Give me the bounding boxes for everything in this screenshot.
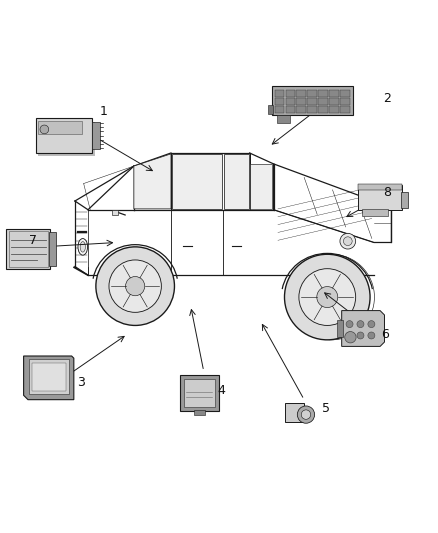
Circle shape [40,125,49,134]
Circle shape [297,406,314,423]
Bar [307,98,317,104]
Bar [35,118,92,153]
Bar [340,106,350,113]
Bar [329,98,339,104]
Bar [32,363,66,391]
Text: 2: 2 [383,92,391,105]
Text: 4: 4 [217,384,225,398]
Bar [184,379,215,407]
Bar [285,403,304,422]
Circle shape [340,233,356,249]
Bar [268,104,273,114]
Bar [194,410,205,415]
Text: 1: 1 [99,105,107,118]
Bar [340,90,350,96]
Bar [275,90,284,96]
Circle shape [317,287,338,308]
Bar [297,90,306,96]
Circle shape [96,247,174,326]
Circle shape [357,321,364,328]
Bar [7,229,50,269]
Bar [329,90,339,96]
Bar [297,98,306,104]
Polygon shape [24,356,74,400]
Circle shape [368,332,375,339]
Ellipse shape [80,241,85,252]
Bar [92,123,100,149]
Bar [38,122,95,157]
Bar [401,192,409,207]
Bar [340,98,350,104]
Bar [29,359,70,394]
Bar [286,106,295,113]
Polygon shape [277,116,290,123]
Bar [38,120,82,134]
Bar [362,209,389,216]
Polygon shape [224,154,249,209]
Text: 7: 7 [29,234,37,247]
Bar [329,106,339,113]
Text: 6: 6 [381,328,389,341]
Bar [358,185,402,210]
Polygon shape [134,154,171,209]
Text: 3: 3 [78,376,85,389]
Bar [318,98,328,104]
Circle shape [299,269,356,326]
Bar [337,320,343,337]
Bar [297,106,306,113]
Circle shape [357,332,364,339]
Text: 8: 8 [383,186,391,199]
Circle shape [345,332,356,343]
Polygon shape [112,210,118,215]
Circle shape [285,254,370,340]
Bar [286,98,295,104]
Text: 5: 5 [322,402,330,415]
Polygon shape [251,164,272,209]
Circle shape [109,260,161,312]
Bar [358,184,402,190]
Circle shape [346,332,353,339]
Bar [9,231,48,267]
Bar [286,90,295,96]
Bar [307,90,317,96]
Circle shape [368,321,375,328]
Bar [180,375,219,411]
Circle shape [343,237,352,246]
Bar [318,90,328,96]
Circle shape [126,277,145,296]
Bar [275,106,284,113]
Bar [318,106,328,113]
Bar [275,98,284,104]
Circle shape [301,410,311,419]
Bar [49,232,56,265]
Bar [307,106,317,113]
Polygon shape [172,154,223,209]
Circle shape [346,321,353,328]
Ellipse shape [78,239,88,255]
Bar [272,86,353,116]
Polygon shape [342,311,385,346]
